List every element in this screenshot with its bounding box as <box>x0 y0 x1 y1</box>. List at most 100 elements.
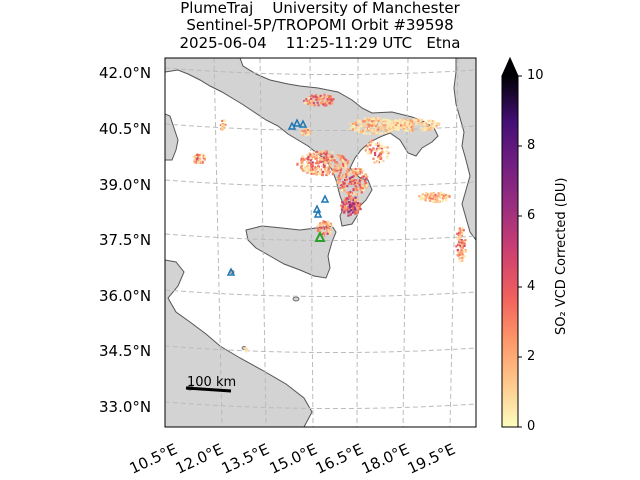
so2-pixel <box>351 191 354 195</box>
so2-pixel <box>320 223 323 227</box>
so2-pixel <box>354 185 357 188</box>
gridline-lon-18 <box>402 58 409 427</box>
gridline-lon-13-5 <box>259 58 267 427</box>
so2-pixel <box>364 128 367 131</box>
so2-pixel <box>347 159 350 162</box>
so2-pixel <box>315 168 318 171</box>
so2-pixel <box>426 128 429 131</box>
so2-pixel <box>356 198 359 201</box>
so2-pixel <box>364 117 367 120</box>
so2-pixel <box>366 128 369 131</box>
so2-pixel <box>359 188 362 191</box>
so2-pixel <box>356 206 359 209</box>
so2-pixel <box>348 206 351 209</box>
so2-pixel <box>358 182 361 185</box>
so2-pixel <box>341 159 344 162</box>
so2-pixel <box>305 101 308 104</box>
so2-pixel <box>331 173 334 176</box>
so2-pixel <box>377 126 380 129</box>
so2-pixel <box>354 209 357 213</box>
so2-pixel <box>366 144 369 147</box>
so2-pixel <box>323 101 326 104</box>
so2-pixel <box>301 133 305 137</box>
so2-pixel <box>303 169 307 173</box>
so2-pixel <box>324 153 327 156</box>
so2-pixel <box>382 128 385 131</box>
so2-pixel <box>342 207 345 210</box>
so2-pixel <box>405 125 408 129</box>
so2-pixel <box>358 126 361 129</box>
so2-pixel <box>354 208 357 211</box>
so2-pixel <box>397 121 400 124</box>
so2-pixel <box>341 165 344 168</box>
so2-pixel <box>347 191 350 194</box>
so2-pixel <box>424 120 427 123</box>
so2-pixel <box>323 160 327 163</box>
so2-pixel <box>320 168 323 171</box>
so2-pixel <box>317 151 320 154</box>
so2-pixel <box>382 151 385 154</box>
so2-pixel <box>328 223 332 226</box>
so2-pixel <box>343 175 346 178</box>
so2-pixel <box>358 201 361 204</box>
so2-pixel <box>302 168 305 171</box>
so2-pixel <box>377 157 380 160</box>
so2-pixel <box>382 124 385 127</box>
gridline-lat-39 <box>165 179 476 188</box>
so2-pixel <box>423 122 426 125</box>
gridline-lon-19-5 <box>449 58 459 427</box>
so2-pixel <box>458 244 461 247</box>
so2-pixel <box>346 171 349 174</box>
so2-pixel <box>304 130 307 133</box>
so2-pixel <box>336 162 339 165</box>
so2-pixel <box>461 246 464 249</box>
so2-pixel <box>203 155 207 158</box>
so2-pixel <box>317 224 320 227</box>
so2-pixel <box>327 166 330 169</box>
so2-pixel <box>328 163 331 166</box>
so2-pixel <box>437 192 440 195</box>
so2-pixel <box>323 227 326 230</box>
so2-pixel <box>322 156 325 159</box>
so2-pixel <box>368 144 372 147</box>
so2-pixel <box>221 126 224 129</box>
so2-pixel <box>418 195 421 198</box>
land-layer <box>165 58 476 427</box>
so2-pixel <box>327 167 331 170</box>
so2-pixel <box>303 129 306 132</box>
so2-pixel <box>311 154 314 157</box>
so2-pixel <box>331 102 334 105</box>
so2-pixel <box>441 200 444 203</box>
so2-pixel <box>309 166 313 169</box>
so2-pixel <box>367 150 370 153</box>
so2-pixel <box>404 121 407 125</box>
so2-pixel <box>356 182 360 185</box>
so2-pixel <box>325 170 328 173</box>
so2-pixel <box>380 157 383 160</box>
so2-pixel <box>391 123 394 126</box>
so2-pixel <box>386 119 389 122</box>
so2-pixel <box>300 162 303 165</box>
so2-pixel <box>198 155 201 158</box>
so2-pixel <box>300 131 303 134</box>
so2-pixel <box>193 160 196 164</box>
so2-pixel <box>463 244 466 247</box>
so2-pixel <box>313 151 316 154</box>
so2-pixel <box>396 122 399 125</box>
volcano-triangle-icon <box>313 209 323 218</box>
volcano-triangle-icon <box>320 194 330 203</box>
so2-pixel <box>459 234 462 237</box>
so2-pixel <box>312 170 315 174</box>
so2-pixel <box>419 120 422 123</box>
so2-pixel <box>391 126 395 129</box>
so2-pixel <box>436 200 439 203</box>
so2-pixel <box>382 118 385 121</box>
so2-pixel <box>444 197 448 200</box>
so2-pixel <box>374 120 377 123</box>
so2-pixel <box>303 101 306 104</box>
so2-pixel <box>318 172 321 176</box>
so2-pixel <box>438 196 441 199</box>
so2-pixel <box>355 181 358 184</box>
so2-pixel <box>462 249 466 252</box>
so2-pixel <box>316 229 320 233</box>
